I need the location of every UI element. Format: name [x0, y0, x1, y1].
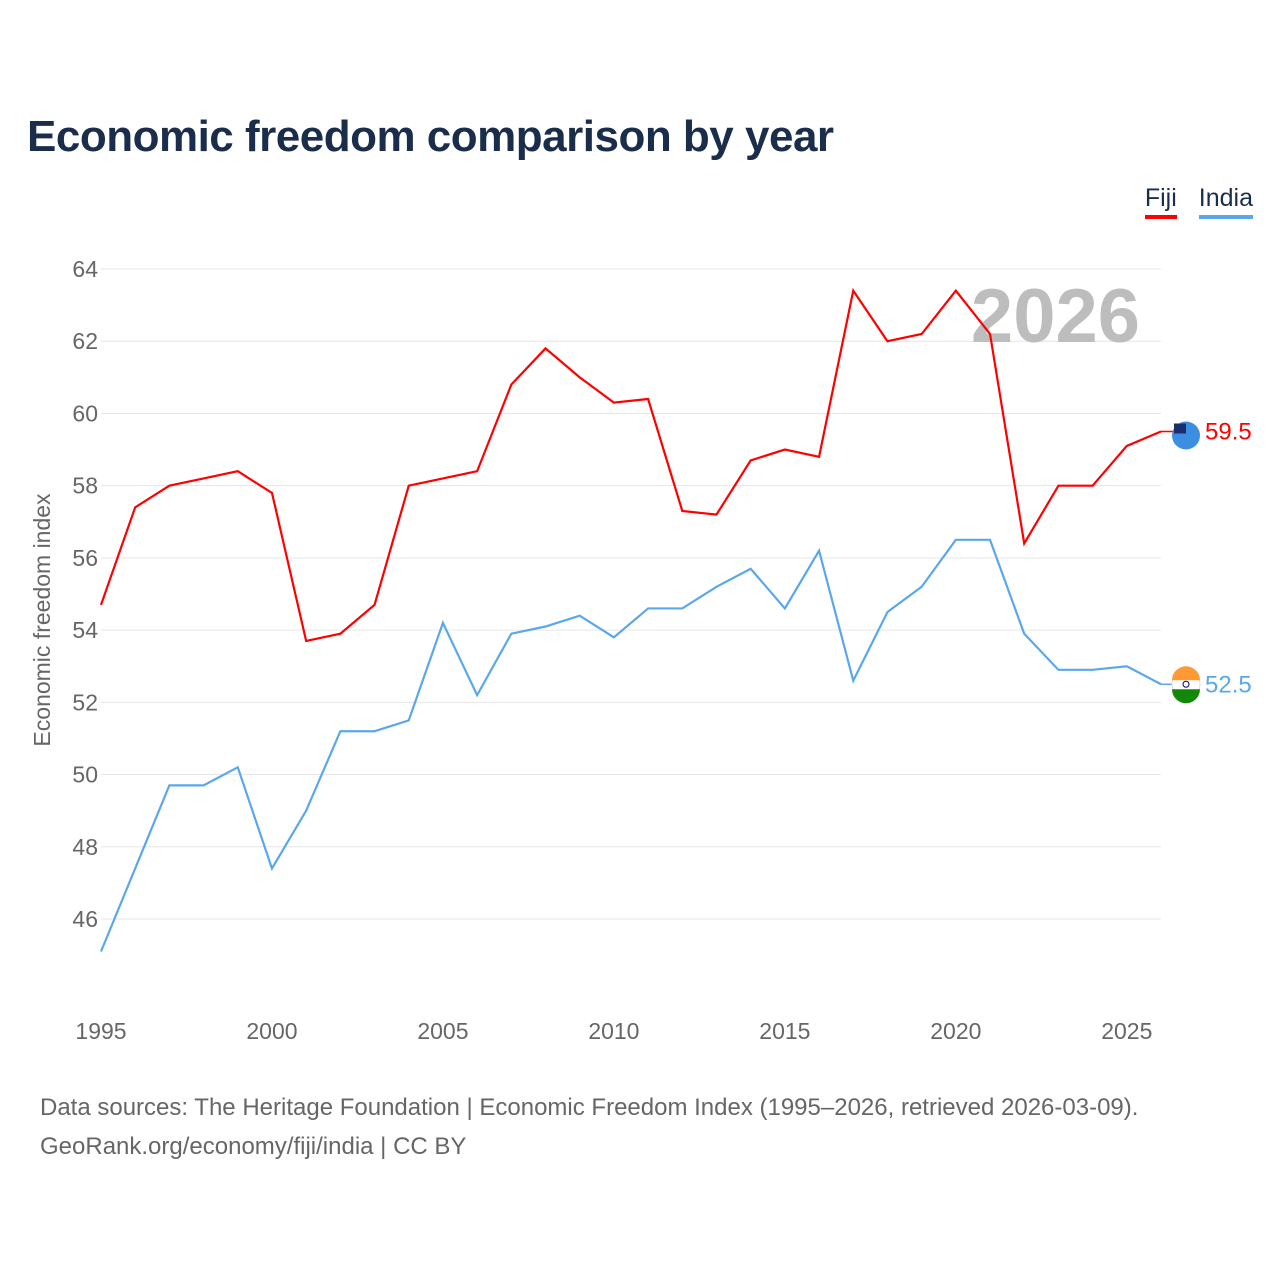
fiji-flag-canton — [1174, 423, 1186, 434]
y-tick-label: 54 — [72, 617, 98, 643]
end-value-label: 59.5 — [1205, 419, 1252, 446]
x-tick-label: 2010 — [588, 1018, 639, 1044]
source-line-1: Data sources: The Heritage Foundation | … — [40, 1094, 1139, 1121]
legend: Fiji India — [1144, 184, 1253, 219]
india-flag-saffron — [1172, 666, 1200, 681]
y-tick-label: 60 — [72, 400, 98, 426]
legend-india[interactable]: India — [1198, 184, 1253, 219]
y-tick-label: 46 — [72, 906, 98, 932]
x-tick-label: 1995 — [75, 1018, 126, 1044]
y-tick-label: 50 — [72, 762, 98, 788]
y-tick-label: 62 — [72, 328, 98, 354]
year-watermark: 2026 — [971, 274, 1140, 359]
end-value-label: 52.5 — [1205, 671, 1252, 698]
y-tick-label: 56 — [72, 545, 98, 571]
y-axis-label: Economic freedom index — [29, 493, 55, 747]
y-tick-label: 64 — [72, 256, 98, 282]
x-tick-label: 2025 — [1101, 1018, 1152, 1044]
y-tick-label: 58 — [72, 473, 98, 499]
india-flag-green — [1172, 689, 1200, 704]
chart-title: Economic freedom comparison by year — [27, 112, 834, 161]
series-line-fiji — [99, 287, 1162, 643]
source-note: Data sources: The Heritage Foundation | … — [40, 1088, 1138, 1166]
source-line-2[interactable]: GeoRank.org/economy/fiji/india | CC BY — [40, 1133, 467, 1160]
y-tick-label: 48 — [72, 834, 98, 860]
india-flag-chakra — [1182, 680, 1190, 688]
x-tick-label: 2000 — [246, 1018, 297, 1044]
series-line-india — [99, 538, 1162, 952]
y-tick-label: 52 — [72, 689, 98, 715]
x-tick-label: 2015 — [759, 1018, 810, 1044]
legend-fiji[interactable]: Fiji — [1144, 184, 1177, 219]
x-tick-label: 2005 — [417, 1018, 468, 1044]
x-tick-label: 2020 — [930, 1018, 981, 1044]
